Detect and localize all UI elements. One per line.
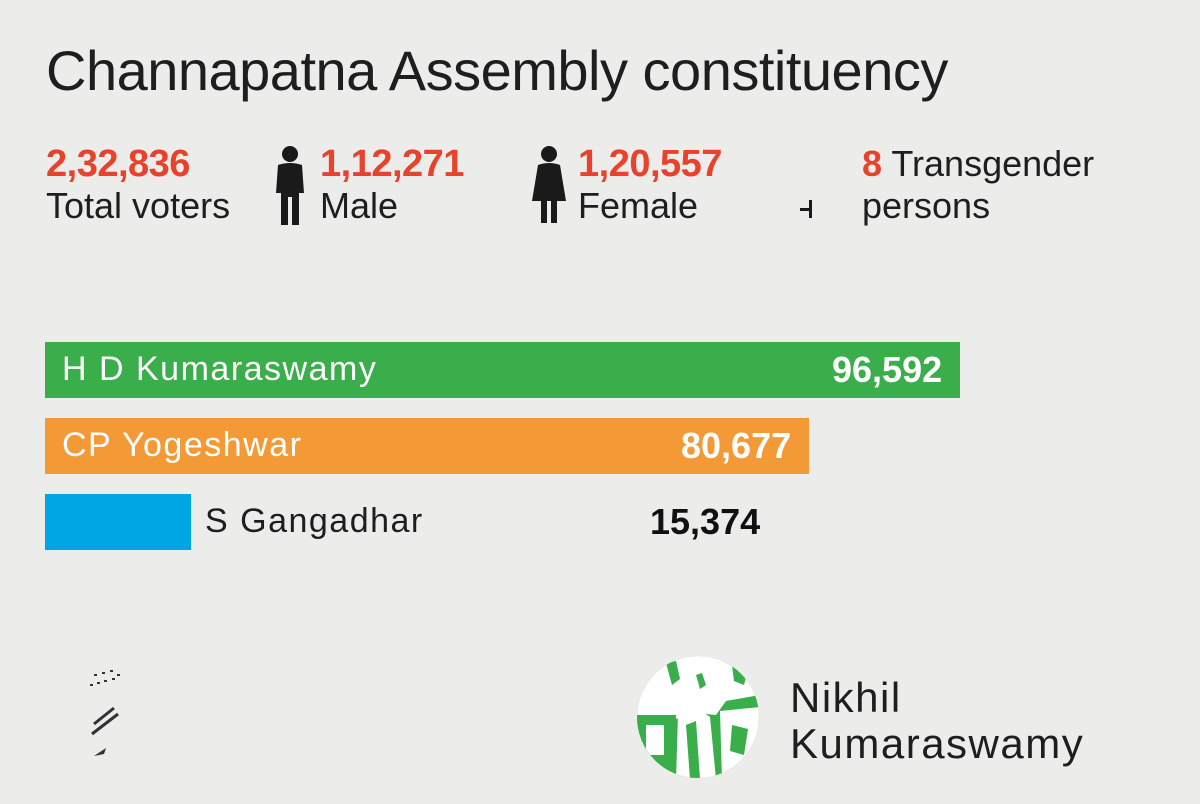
male-voters-label: Male (320, 185, 399, 226)
transgender-voters-label: Transgender (891, 143, 1095, 184)
bar-label-s-gangadhar: S Gangadhar (205, 502, 424, 540)
candidate-photo-icon (637, 656, 759, 778)
transgender-voters-label-2: persons (862, 185, 991, 226)
male-voters-stat: 1,12,271 Male (320, 142, 464, 226)
transgender-voters-value: 8 (862, 143, 883, 184)
female-person-icon (532, 146, 566, 223)
total-voters-label: Total voters (46, 185, 231, 226)
female-voters-value: 1,20,557 (578, 143, 722, 185)
male-person-icon (276, 146, 304, 225)
winner-name: Nikhil Kumaraswamy (790, 675, 1084, 767)
transgender-voters-stat: 8 Transgender persons (862, 142, 1094, 226)
transgender-symbol-icon (800, 200, 812, 218)
bar-label-hd-kumaraswamy: H D Kumaraswamy (62, 350, 378, 388)
decorative-scribble-icon (90, 670, 120, 756)
bar-value-hd-kumaraswamy: 96,592 (832, 349, 943, 390)
bar-hd-kumaraswamy (45, 342, 960, 398)
winner-name-line-2: Kumaraswamy (790, 720, 1085, 767)
bar-cp-yogeshwar (45, 418, 809, 474)
winner-name-line-1: Nikhil (790, 674, 902, 721)
bar-s-gangadhar (45, 494, 191, 550)
female-voters-stat: 1,20,557 Female (578, 142, 722, 226)
total-voters-value: 2,32,836 (46, 143, 190, 185)
female-voters-label: Female (578, 185, 699, 226)
page-title: Channapatna Assembly constituency (46, 39, 948, 102)
bar-value-cp-yogeshwar: 80,677 (681, 425, 792, 466)
male-voters-value: 1,12,271 (320, 143, 464, 185)
total-voters-stat: 2,32,836 Total voters (46, 142, 230, 226)
bar-value-s-gangadhar: 15,374 (650, 501, 761, 542)
bar-label-cp-yogeshwar: CP Yogeshwar (62, 426, 303, 464)
